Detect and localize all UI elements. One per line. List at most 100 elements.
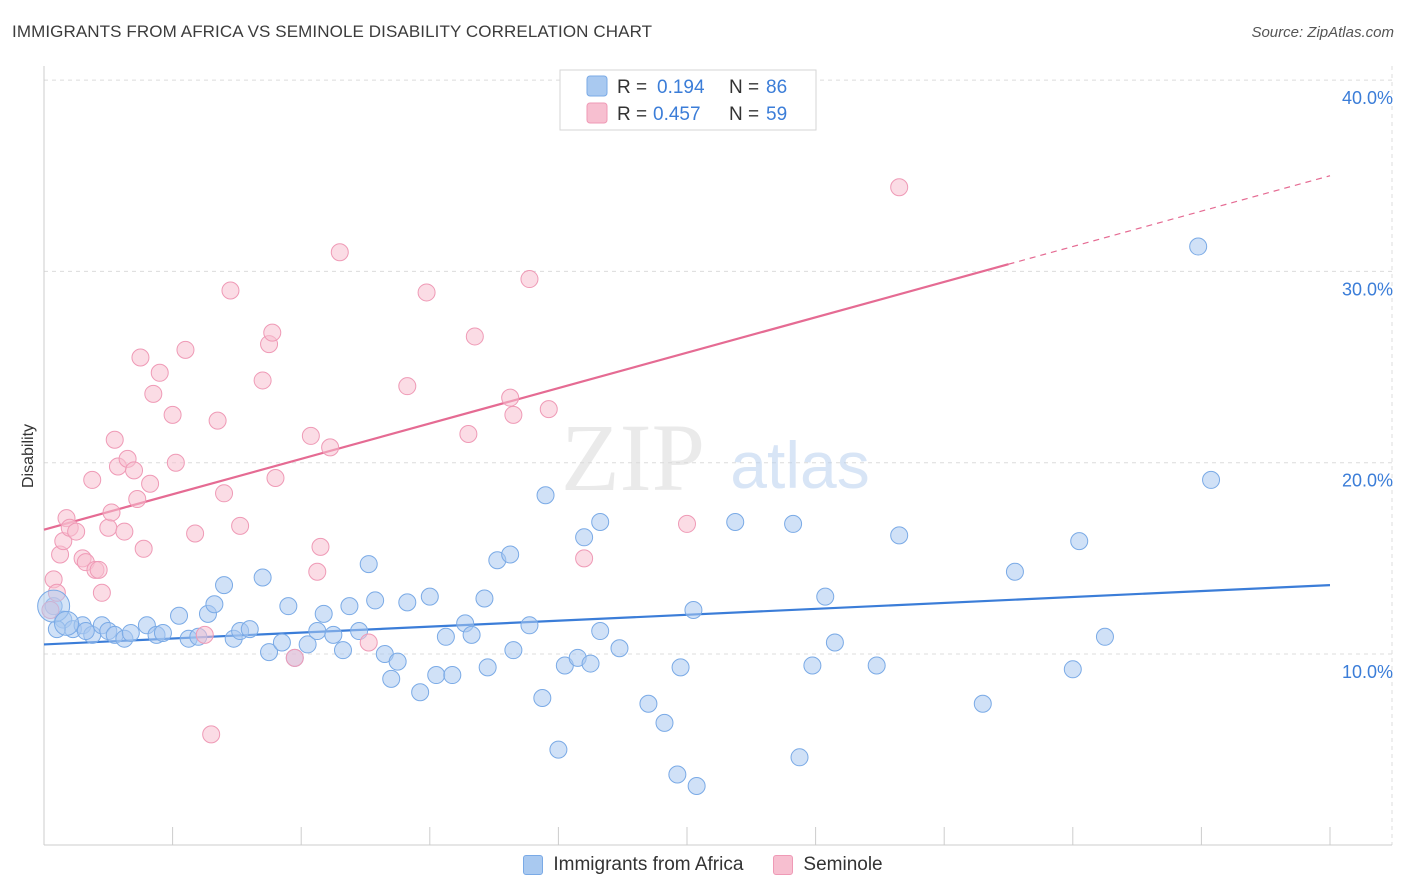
data-point xyxy=(1070,532,1089,551)
data-point xyxy=(208,411,227,430)
data-point xyxy=(671,658,690,677)
data-point xyxy=(266,469,285,488)
data-point xyxy=(816,587,835,606)
data-point xyxy=(575,549,594,568)
trend-line-extension xyxy=(1008,175,1331,265)
data-point xyxy=(83,470,102,489)
data-point xyxy=(417,283,436,302)
data-point xyxy=(253,568,272,587)
data-point xyxy=(272,633,291,652)
data-point xyxy=(803,656,822,675)
watermark-zip: ZIP xyxy=(561,404,705,511)
data-point xyxy=(459,425,478,444)
legend-label-seminole: Seminole xyxy=(803,854,883,875)
data-point xyxy=(141,474,160,493)
series-points-africa xyxy=(44,237,1221,795)
data-point xyxy=(221,281,240,300)
trend-line-seminole xyxy=(43,263,1009,531)
data-point xyxy=(215,576,234,595)
data-point xyxy=(308,622,327,641)
data-point xyxy=(581,654,600,673)
data-point xyxy=(825,633,844,652)
data-point xyxy=(350,622,369,641)
data-point xyxy=(549,740,568,759)
data-point xyxy=(790,748,809,767)
data-point xyxy=(176,340,195,359)
legend-n-label-2: N = xyxy=(729,104,759,125)
data-point xyxy=(321,438,340,457)
data-point xyxy=(388,652,407,671)
data-point xyxy=(359,555,378,574)
data-point xyxy=(285,648,304,667)
data-point xyxy=(655,713,674,732)
legend-label-africa: Immigrants from Africa xyxy=(553,854,744,875)
gridlines xyxy=(44,66,1393,845)
data-point xyxy=(536,486,555,505)
data-point xyxy=(215,484,234,503)
data-point xyxy=(501,545,520,564)
data-point xyxy=(520,270,539,289)
data-point xyxy=(128,490,147,509)
data-point xyxy=(166,453,185,472)
y-tick-label: 30.0% xyxy=(1342,279,1393,299)
data-point xyxy=(890,178,909,197)
data-point xyxy=(533,688,552,707)
y-axis-title: Disability xyxy=(20,424,37,488)
data-point xyxy=(443,666,462,685)
legend-n-label-1: N = xyxy=(729,77,759,98)
legend-item-seminole: Seminole xyxy=(773,854,883,876)
legend-r-value-1: 0.194 xyxy=(657,77,705,98)
data-point xyxy=(1189,237,1208,256)
data-point xyxy=(99,518,118,537)
data-point xyxy=(253,371,272,390)
legend-n-value-1: 86 xyxy=(766,77,787,98)
data-point xyxy=(125,461,144,480)
data-point-cluster xyxy=(54,610,80,636)
data-point xyxy=(105,430,124,449)
data-point xyxy=(973,694,992,713)
data-point xyxy=(398,377,417,396)
data-point xyxy=(1005,562,1024,581)
data-point xyxy=(687,776,706,795)
data-point xyxy=(144,384,163,403)
data-point xyxy=(684,601,703,620)
data-point xyxy=(591,622,610,641)
data-point xyxy=(298,635,317,654)
data-point xyxy=(186,524,205,543)
data-point xyxy=(76,622,95,641)
legend-swatch-pink xyxy=(586,102,608,124)
data-point xyxy=(340,597,359,616)
legend-item-africa: Immigrants from Africa xyxy=(523,854,743,876)
data-point xyxy=(668,765,687,784)
data-point xyxy=(539,400,558,419)
y-tick-label: 40.0% xyxy=(1342,88,1393,108)
data-point xyxy=(279,597,298,616)
data-point xyxy=(231,516,250,535)
data-point xyxy=(301,426,320,445)
data-point xyxy=(678,514,696,533)
data-point xyxy=(1202,470,1221,489)
data-point xyxy=(475,589,494,608)
data-point xyxy=(308,562,327,581)
data-point xyxy=(501,388,520,407)
data-point xyxy=(398,593,417,612)
data-point xyxy=(170,606,189,625)
data-point xyxy=(575,528,594,547)
source-label: Source: ZipAtlas.com xyxy=(1251,24,1394,41)
data-point xyxy=(436,627,455,646)
data-point xyxy=(121,623,140,642)
data-point xyxy=(427,666,446,685)
data-point xyxy=(263,323,282,342)
data-point xyxy=(324,625,343,644)
data-point xyxy=(504,641,523,660)
data-point xyxy=(867,656,886,675)
legend-swatch-africa xyxy=(523,855,544,875)
stats-legend: R = 0.194 N = 86 R = 0.457 N = 59 xyxy=(559,69,817,131)
data-point xyxy=(478,658,497,677)
data-point xyxy=(359,633,378,652)
data-point xyxy=(591,513,610,532)
data-point xyxy=(163,405,182,424)
data-point xyxy=(311,537,330,556)
data-point xyxy=(89,560,108,579)
data-point xyxy=(784,514,803,533)
